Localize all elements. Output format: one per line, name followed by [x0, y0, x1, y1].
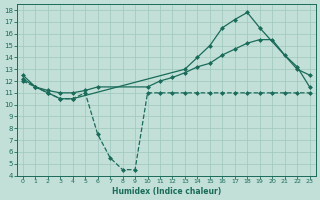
X-axis label: Humidex (Indice chaleur): Humidex (Indice chaleur): [112, 187, 221, 196]
